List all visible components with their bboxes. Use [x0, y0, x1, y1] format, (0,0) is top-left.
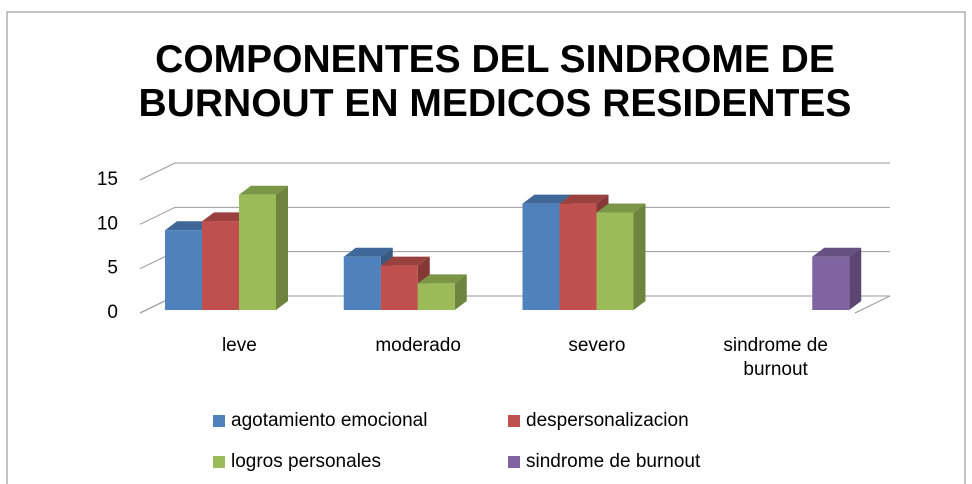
bar-top: [812, 247, 862, 257]
bar-top: [522, 194, 572, 204]
legend-label: despersonalizacion: [526, 410, 689, 431]
bar: [239, 185, 288, 310]
bar-side: [276, 185, 288, 310]
bar-front: [239, 194, 276, 310]
y-tick-label: 5: [107, 258, 118, 279]
bar-side: [633, 203, 646, 310]
grid-line: [139, 206, 890, 225]
bar-top: [165, 221, 214, 231]
legend-label: logros personales: [231, 451, 381, 472]
legend-label: sindrome de burnout: [526, 451, 701, 472]
bar-front: [812, 256, 850, 310]
bar-front: [559, 203, 597, 310]
legend-label: agotamiento emocional: [231, 410, 427, 431]
bar: [417, 274, 467, 310]
chart-border: [6, 11, 966, 484]
x-tick-label: sindrome de burnout: [723, 335, 828, 380]
bar-side: [454, 274, 467, 310]
bar-front: [522, 203, 560, 310]
bar-top: [596, 203, 646, 213]
legend-swatch: [213, 415, 225, 427]
grid-line: [139, 162, 890, 181]
x-tick-label: moderado: [375, 335, 461, 356]
bar: [812, 247, 862, 310]
bar-front: [165, 230, 202, 310]
bar: [596, 203, 646, 310]
bar-top: [343, 247, 393, 257]
bar-top: [417, 274, 467, 284]
y-tick-label: 0: [107, 302, 118, 323]
legend-swatch: [213, 456, 225, 468]
bar-front: [417, 283, 455, 310]
bar-front: [202, 221, 239, 310]
x-tick-label: leve: [221, 335, 257, 356]
chart-title: COMPONENTES DEL SINDROME DE BURNOUT EN M…: [138, 38, 852, 125]
bar-top: [559, 194, 609, 204]
bar-front: [343, 256, 381, 310]
bar-top: [239, 185, 288, 195]
y-tick-label: 10: [97, 213, 118, 234]
bar-top: [380, 256, 430, 266]
bar-front: [380, 265, 418, 310]
x-tick-label: severo: [568, 335, 626, 356]
bar-top: [202, 212, 251, 222]
legend-swatch: [508, 456, 520, 468]
y-tick-label: 15: [97, 169, 118, 190]
bar-front: [596, 212, 634, 310]
legend-swatch: [508, 415, 520, 427]
bar-side: [849, 247, 862, 310]
